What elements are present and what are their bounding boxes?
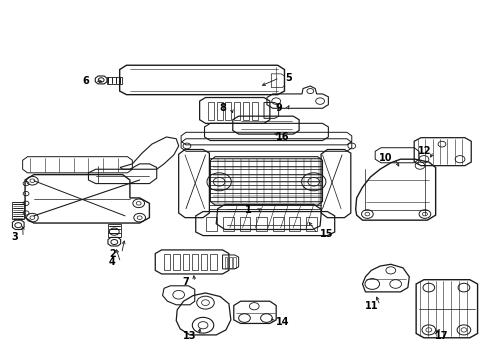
Text: 3: 3 xyxy=(11,232,18,242)
Bar xyxy=(251,102,257,120)
Text: 11: 11 xyxy=(364,301,377,311)
Text: 6: 6 xyxy=(82,76,89,86)
Text: 2: 2 xyxy=(109,248,116,258)
Text: 16: 16 xyxy=(275,132,289,142)
Bar xyxy=(108,224,121,237)
Text: 7: 7 xyxy=(182,277,189,287)
Text: 4: 4 xyxy=(108,257,115,267)
Bar xyxy=(289,217,300,231)
Text: 13: 13 xyxy=(183,331,196,341)
Bar xyxy=(210,254,216,270)
Bar xyxy=(107,77,122,84)
Bar xyxy=(173,254,179,270)
Bar xyxy=(216,102,222,120)
Text: 5: 5 xyxy=(285,73,291,83)
Text: 12: 12 xyxy=(417,146,431,156)
Text: 17: 17 xyxy=(434,331,448,341)
Text: 9: 9 xyxy=(275,103,282,113)
Bar xyxy=(207,102,213,120)
Bar xyxy=(272,217,283,231)
Bar xyxy=(206,217,217,231)
Bar xyxy=(225,102,231,120)
Bar xyxy=(191,254,198,270)
Bar xyxy=(182,254,188,270)
Text: 14: 14 xyxy=(275,317,289,327)
Bar xyxy=(243,102,248,120)
Text: 15: 15 xyxy=(319,229,332,239)
Bar xyxy=(233,257,236,267)
Bar xyxy=(305,217,316,231)
Bar xyxy=(239,217,250,231)
Text: 8: 8 xyxy=(219,103,225,113)
Bar xyxy=(201,254,207,270)
Bar xyxy=(163,254,170,270)
Bar xyxy=(224,257,227,267)
Text: 1: 1 xyxy=(244,206,251,216)
Bar xyxy=(12,202,24,220)
Bar xyxy=(234,102,240,120)
Bar xyxy=(223,217,233,231)
Bar xyxy=(228,257,231,267)
Bar xyxy=(256,217,266,231)
Text: 10: 10 xyxy=(378,153,392,163)
